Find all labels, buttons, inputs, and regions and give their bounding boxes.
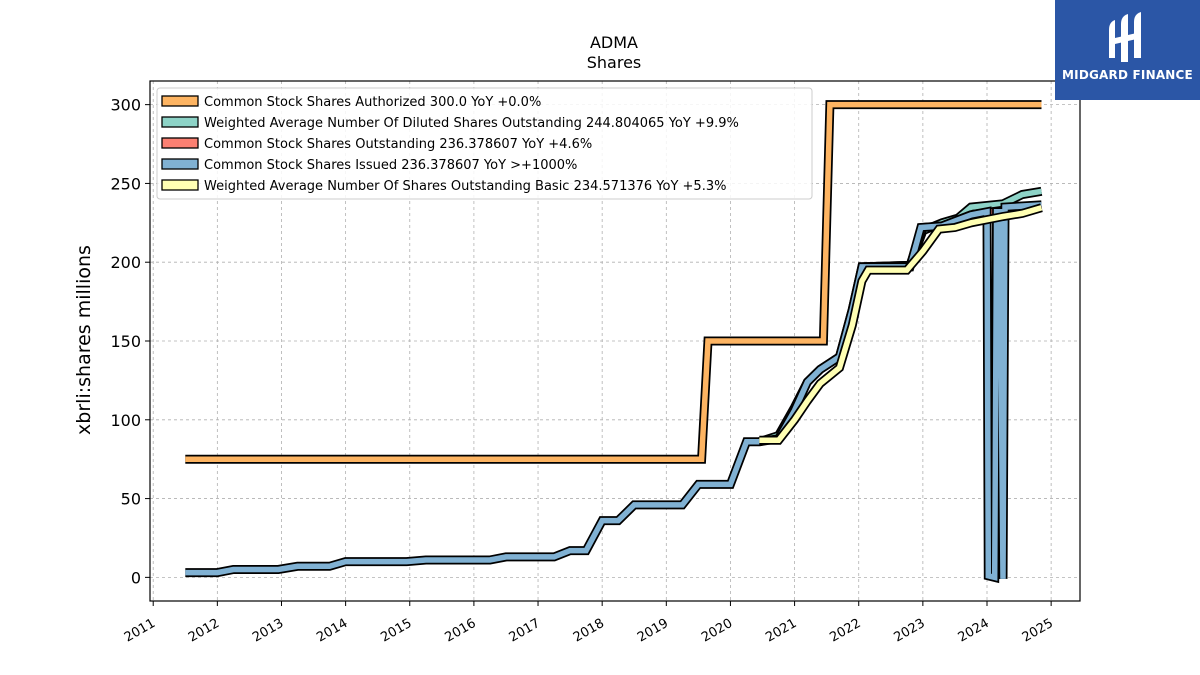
- legend-swatch: [161, 179, 199, 191]
- y-tick-label: 300: [110, 96, 141, 115]
- midgard-finance-logo: MIDGARD FINANCE: [1055, 0, 1200, 100]
- y-tick-label: 50: [121, 490, 141, 509]
- legend-swatch: [161, 116, 199, 128]
- x-tick-label: 2025: [1020, 616, 1056, 646]
- legend-label: Common Stock Shares Outstanding 236.3786…: [204, 137, 592, 152]
- series-line-0: [185, 101, 1042, 462]
- chart-title: ADMA: [590, 33, 638, 52]
- x-tick-label: 2019: [635, 616, 671, 646]
- x-tick-label: 2011: [122, 616, 158, 646]
- legend-label: Common Stock Shares Authorized 300.0 YoY…: [204, 95, 541, 110]
- y-tick-label: 150: [110, 332, 141, 351]
- x-ticks: 2011 2012 2013 2014 2015 2016 2017 2018 2019 2020…: [122, 601, 1056, 645]
- x-tick-label: 2024: [956, 616, 992, 646]
- legend-swatch: [161, 137, 199, 149]
- y-tick-label: 100: [110, 411, 141, 430]
- series-line-3: [185, 202, 1042, 581]
- y-tick-label: 250: [110, 174, 141, 193]
- x-tick-label: 2018: [571, 616, 607, 646]
- x-tick-label: 2013: [250, 616, 286, 646]
- legend-box: [156, 87, 813, 200]
- x-tick-label: 2015: [378, 616, 414, 646]
- legend: Common Stock Shares Authorized 300.0 YoY…: [156, 87, 813, 200]
- legend-swatch: [161, 95, 199, 107]
- y-axis-label: xbrli:shares millions: [73, 245, 95, 435]
- x-tick-label: 2017: [507, 616, 543, 646]
- brand-name: MIDGARD FINANCE: [1062, 68, 1193, 82]
- chart-subtitle: Shares: [587, 53, 642, 72]
- series-layer: [185, 100, 1043, 584]
- legend-label: Weighted Average Number Of Shares Outsta…: [204, 179, 726, 194]
- x-tick-label: 2022: [827, 616, 863, 646]
- legend-label: Common Stock Shares Issued 236.378607 Yo…: [204, 158, 577, 173]
- y-tick-label: 0: [131, 568, 141, 587]
- x-tick-label: 2014: [314, 616, 350, 646]
- legend-swatch: [161, 158, 199, 170]
- y-tick-label: 200: [110, 253, 141, 272]
- x-tick-label: 2023: [892, 616, 928, 646]
- x-tick-label: 2016: [443, 616, 479, 646]
- x-tick-label: 2020: [699, 616, 735, 646]
- x-tick-label: 2021: [763, 616, 799, 646]
- x-tick-label: 2012: [186, 616, 222, 646]
- series-line-4: [759, 205, 1043, 444]
- y-ticks: 0 50 100 150 200 250 300: [110, 96, 150, 587]
- logo-mark-icon: [1109, 12, 1141, 62]
- legend-label: Weighted Average Number Of Diluted Share…: [204, 116, 739, 131]
